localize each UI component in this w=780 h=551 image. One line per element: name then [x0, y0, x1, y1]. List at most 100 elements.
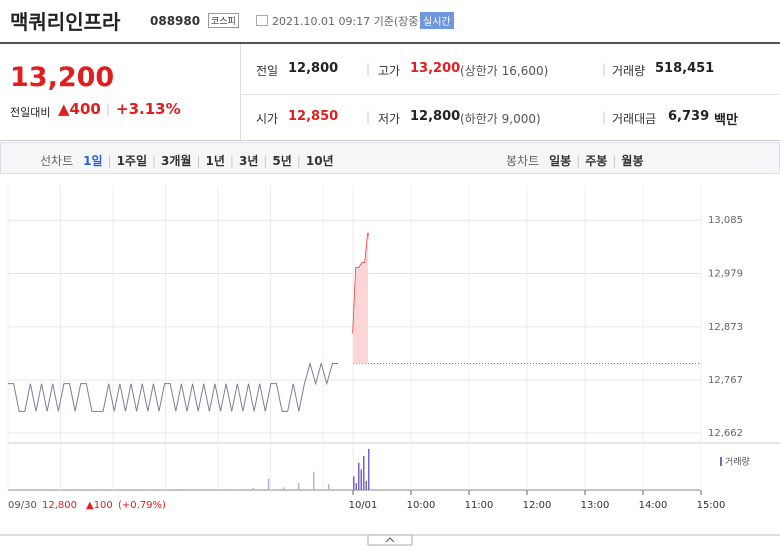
realtime-button[interactable]: 실시간 — [420, 12, 454, 29]
cell-unit: 백만 — [714, 113, 738, 128]
cell-label: 거래량 — [612, 64, 646, 78]
collapse-button[interactable] — [367, 534, 413, 546]
cell-label: 고가 — [378, 64, 401, 78]
tab[interactable]: 1주일 — [116, 154, 147, 168]
volume-bar — [282, 487, 285, 490]
cell-value: 12,850 — [288, 109, 339, 124]
collapse-icon — [385, 537, 395, 543]
volume-bar — [353, 476, 355, 490]
header-rule — [0, 42, 780, 44]
volume-bar — [355, 483, 357, 490]
separator: | — [263, 154, 268, 168]
separator: | — [366, 110, 371, 124]
y-tick-label: 12,767 — [708, 375, 743, 386]
cell-label: 저가 — [378, 112, 401, 126]
tab[interactable]: 1년 — [205, 154, 225, 168]
tab[interactable]: 주봉 — [585, 154, 608, 168]
tab[interactable]: 일봉 — [549, 154, 572, 168]
separator: | — [576, 154, 581, 168]
separator: | — [602, 110, 607, 124]
separator: | — [602, 62, 607, 76]
x-tick-label: 12:00 — [523, 500, 552, 511]
cell-value: 6,739 — [668, 109, 710, 124]
price: 13,200 — [10, 62, 115, 93]
separator: | — [229, 154, 234, 168]
candle-tabs: 봉차트 일봉 | 주봉 | 월봉 — [506, 150, 644, 169]
separator: | — [296, 154, 301, 168]
tab[interactable]: 3년 — [238, 154, 259, 168]
price-chart: 12,662 12,767 12,873 12,979 13,085 15:00 14:00… — [0, 186, 780, 546]
volume-bar — [368, 449, 370, 490]
today-line — [352, 232, 369, 334]
change: ▲400 — [58, 100, 101, 118]
volume-bar — [360, 469, 362, 490]
volume-bar — [252, 487, 255, 490]
separator: | — [152, 154, 157, 168]
prev-day-line — [8, 361, 338, 412]
separator: | — [366, 62, 371, 76]
x-tick-label: 10/01 — [349, 500, 378, 511]
legend-volume: 거래량 — [725, 456, 750, 468]
divider — [240, 44, 241, 140]
cell-value: 12,800 — [410, 109, 461, 124]
volume-bar — [312, 471, 315, 490]
cell-note: (상한가 16,600) — [460, 64, 549, 78]
separator: | — [106, 102, 111, 116]
volume-bar — [177, 489, 180, 490]
legend-swatch — [720, 457, 722, 466]
separator: | — [196, 154, 201, 168]
volume-bar — [328, 484, 330, 490]
volume-bar — [297, 483, 300, 490]
timestamp: 2021.10.01 09:17 기준(장중) — [272, 15, 423, 28]
tab[interactable]: 1일 — [83, 154, 103, 168]
tab-group-label: 선차트 — [40, 154, 74, 168]
volume-bar — [358, 462, 360, 490]
change-label: 전일대비 — [10, 106, 51, 119]
tab[interactable]: 3개월 — [161, 154, 192, 168]
separator: | — [107, 154, 112, 168]
volume-bar — [222, 489, 225, 490]
x-tick-label: 14:00 — [639, 500, 668, 511]
volume-bar — [365, 480, 367, 490]
volume-bar — [363, 455, 365, 490]
volume-bar — [42, 489, 44, 490]
prev-change: ▲100 — [86, 500, 113, 511]
stock-name: 맥쿼리인프라 — [10, 10, 121, 34]
cell-note: (하한가 9,000) — [460, 112, 541, 126]
tab[interactable]: 5년 — [272, 154, 292, 168]
stock-code: 088980 — [150, 14, 201, 28]
divider — [240, 94, 780, 95]
x-tick-label: 15:00 — [697, 500, 726, 511]
tab[interactable]: 월봉 — [621, 154, 644, 168]
cell-label: 시가 — [256, 112, 279, 126]
prev-date: 09/30 — [8, 500, 37, 511]
cell-value: 518,451 — [655, 61, 715, 76]
separator: | — [612, 154, 617, 168]
x-tick-label: 13:00 — [581, 500, 610, 511]
cell-label: 전일 — [256, 64, 279, 78]
volume-bar — [237, 489, 240, 490]
market-badge: 코스피 — [208, 13, 239, 28]
cell-value: 12,800 — [288, 61, 339, 76]
tab-bar — [0, 142, 780, 174]
line-tabs: 선차트 1일 | 1주일 | 3개월 | 1년 | 3년 | 5년 | 10년 — [40, 150, 334, 169]
change-rate: +3.13% — [116, 100, 181, 118]
today-area — [353, 232, 368, 364]
quote-box — [0, 44, 780, 141]
prev-rate: (+0.79%) — [118, 500, 166, 511]
y-tick-label: 12,979 — [708, 269, 743, 280]
calendar-icon — [256, 15, 268, 26]
y-tick-label: 12,873 — [708, 322, 743, 333]
cell-label: 거래대금 — [612, 112, 657, 126]
cell-value: 13,200 — [410, 61, 461, 76]
y-tick-label: 12,662 — [708, 428, 743, 439]
volume-bar — [147, 489, 149, 490]
tab-group-label: 봉차트 — [506, 154, 540, 168]
tab[interactable]: 10년 — [305, 154, 334, 168]
x-tick-label: 10:00 — [407, 500, 436, 511]
volume-bar — [267, 478, 270, 490]
prev-close-label: 12,800 — [42, 500, 77, 511]
y-tick-label: 13,085 — [708, 215, 743, 226]
x-tick-label: 11:00 — [465, 500, 494, 511]
